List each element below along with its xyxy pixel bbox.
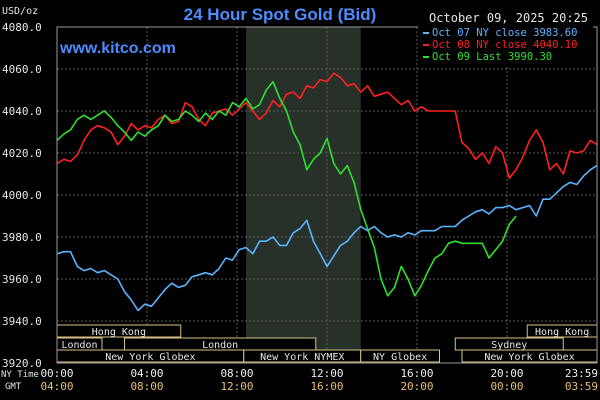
x-tick-label: 20:00 [490, 367, 523, 380]
y-tick-label: 3920.0 [2, 357, 42, 370]
x-axis-row-name: NY Time [1, 370, 39, 380]
x-tick-label-gmt: 08:00 [130, 380, 163, 393]
session-label: New York Globex [484, 352, 574, 363]
y-tick-label: 4020.0 [2, 147, 42, 160]
watermark-url: www.kitco.com [59, 40, 176, 57]
legend-entry: Oct 09 Last 3990.30 [432, 51, 552, 63]
y-axis-unit-label: USD/oz [2, 6, 38, 17]
legend-entry: Oct 07 NY close 3983.60 [432, 27, 577, 39]
series-line [56, 164, 598, 312]
chart-title: 24 Hour Spot Gold (Bid) [184, 5, 377, 24]
session-label: London [202, 340, 238, 351]
y-tick-label: 4000.0 [2, 189, 42, 202]
series-line [56, 80, 517, 297]
x-tick-label-gmt: 03:59 [565, 380, 598, 393]
plot-frame [56, 26, 598, 364]
session-label: Sydney [491, 340, 527, 351]
x-tick-label: 23:59 [565, 367, 598, 380]
session-label: Hong Kong [535, 327, 589, 338]
series-lines [56, 72, 598, 312]
y-tick-label: 4080.0 [2, 21, 42, 34]
x-tick-label-gmt: 00:00 [490, 380, 523, 393]
legend-entry: Oct 08 NY close 4040.10 [432, 39, 577, 51]
session-label: NY Globex [373, 352, 427, 363]
x-tick-label: 08:00 [220, 367, 253, 380]
x-tick-label: 00:00 [40, 367, 73, 380]
y-axis-tick-labels: 4080.0 4060.0 4040.0 4020.0 4000.0 3980.0 3960… [2, 21, 42, 370]
nymex-session-shading [246, 27, 361, 363]
legend-box [418, 25, 593, 65]
x-tick-label-gmt: 20:00 [400, 380, 433, 393]
x-tick-label: 12:00 [310, 367, 343, 380]
y-tick-label: 3940.0 [2, 315, 42, 328]
y-tick-label: 4040.0 [2, 105, 42, 118]
x-tick-label: 04:00 [130, 367, 163, 380]
date-stamp: October 09, 2025 20:25 [429, 11, 588, 25]
x-axis-tick-labels: NY TimeGMT00:0004:0004:0008:0008:0012:00… [1, 367, 598, 393]
x-tick-label: 16:00 [400, 367, 433, 380]
x-axis-row-name: GMT [5, 382, 22, 392]
session-label: Hong Kong [92, 327, 146, 338]
y-tick-label: 4060.0 [2, 63, 42, 76]
x-tick-label-gmt: 12:00 [220, 380, 253, 393]
session-label: London [61, 340, 97, 351]
series-line [56, 72, 598, 179]
session-label: New York NYMEX [260, 352, 344, 363]
x-tick-label-gmt: 16:00 [310, 380, 343, 393]
y-tick-label: 3960.0 [2, 273, 42, 286]
session-label: New York Globex [105, 352, 195, 363]
y-tick-label: 3980.0 [2, 231, 42, 244]
session-bar [360, 349, 440, 363]
x-tick-label-gmt: 04:00 [40, 380, 73, 393]
